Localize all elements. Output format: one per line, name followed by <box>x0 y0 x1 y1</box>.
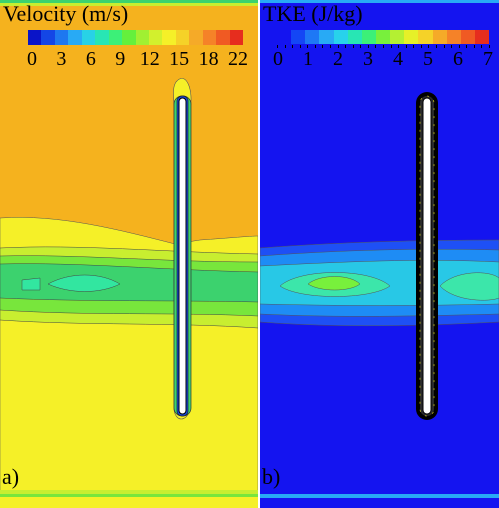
colorbar-segment <box>432 30 447 44</box>
colorbar-segment <box>122 30 136 45</box>
colorbar-segment <box>28 30 42 45</box>
colorbar-tick-label: 18 <box>198 48 219 70</box>
colorbar-minor-tick <box>443 45 445 48</box>
colorbar-segment <box>162 30 176 45</box>
colorbar-tick-label: 5 <box>423 48 433 70</box>
colorbar-minor-tick <box>330 45 331 48</box>
colorbar-minor-tick <box>390 45 392 48</box>
colorbar-minor-tick <box>299 45 301 48</box>
colorbar-segment <box>390 30 405 44</box>
colorbar-minor-tick <box>413 45 415 48</box>
colorbar-segment <box>277 30 292 44</box>
colorbar-segment <box>81 30 96 45</box>
colorbar-segment <box>202 30 217 45</box>
colorbar-minor-tick <box>337 45 339 48</box>
colorbar-minor-tick <box>345 45 347 48</box>
colorbar-minor-tick <box>398 45 400 48</box>
colorbar-segment <box>361 30 376 44</box>
colorbar-minor-tick <box>284 45 286 48</box>
colorbar-segment <box>148 30 163 45</box>
colorbar-tick-label: 3 <box>56 48 67 70</box>
panel-divider <box>258 0 260 508</box>
colorbar-minor-tick <box>307 45 309 48</box>
colorbar-segment <box>108 30 123 45</box>
colorbar-segment <box>404 30 419 44</box>
colorbar-minor-tick <box>451 45 453 48</box>
colorbar-segment <box>319 30 334 44</box>
colorbar-segment <box>375 30 391 44</box>
colorbar-minor-tick <box>489 45 490 48</box>
colorbar-segment <box>68 30 82 45</box>
colorbar-segment <box>229 30 243 45</box>
colorbar-minor-tick <box>292 45 294 48</box>
velocity-contour-field <box>0 0 258 508</box>
colorbar-minor-tick <box>383 45 384 48</box>
colorbar-segment <box>175 30 190 45</box>
colorbar-minor-tick <box>375 45 377 48</box>
colorbar-segment <box>95 30 109 45</box>
velocity-colorbar <box>28 30 243 45</box>
velocity-contour-panel: Velocity (m/s) 0 3 6 9 12 15 18 22 a) <box>0 0 258 508</box>
colorbar-tick-label: 3 <box>363 48 373 70</box>
colorbar-segment <box>189 30 203 45</box>
colorbar-segment <box>54 30 69 45</box>
colorbar-minor-tick <box>473 45 475 48</box>
colorbar-minor-tick <box>466 45 468 48</box>
colorbar-segment <box>460 30 475 44</box>
colorbar-tick-label: 2 <box>333 48 343 70</box>
colorbar-minor-tick <box>405 45 407 48</box>
colorbar-tick-label: 6 <box>85 48 96 70</box>
colorbar-segment <box>305 30 320 44</box>
colorbar-segment <box>418 30 433 44</box>
colorbar-segment <box>333 30 348 44</box>
velocity-legend-title: Velocity (m/s) <box>3 1 129 26</box>
colorbar-minor-tick <box>360 45 362 48</box>
colorbar-tick-label: 1 <box>303 48 313 70</box>
tke-contour-field <box>260 0 499 508</box>
colorbar-tick-label: 0 <box>27 48 37 70</box>
colorbar-minor-tick <box>367 45 369 48</box>
colorbar-tick-label: 15 <box>169 48 190 70</box>
colorbar-tick-label: 0 <box>273 48 283 70</box>
colorbar-segment <box>474 30 490 44</box>
colorbar-minor-tick <box>428 45 430 48</box>
tke-legend-title: TKE (J/kg) <box>263 1 363 26</box>
colorbar-tick-label: 6 <box>453 48 463 70</box>
colorbar-tick-label: 4 <box>393 48 403 70</box>
colorbar-minor-tick <box>277 45 278 48</box>
colorbar-tick-label: 9 <box>115 48 126 70</box>
colorbar-segment <box>135 30 149 45</box>
colorbar-tick-label: 22 <box>228 48 248 70</box>
panel-b-label: b) <box>262 464 281 489</box>
tke-colorbar <box>277 30 490 44</box>
colorbar-minor-tick <box>352 45 354 48</box>
colorbar-tick-label: 12 <box>139 48 160 70</box>
colorbar-minor-tick <box>436 45 437 48</box>
panel-a-label: a) <box>2 464 20 489</box>
colorbar-minor-tick <box>314 45 316 48</box>
colorbar-minor-tick <box>322 45 324 48</box>
colorbar-minor-tick <box>481 45 483 48</box>
colorbar-minor-tick <box>420 45 422 48</box>
colorbar-tick-label: 7 <box>483 48 493 70</box>
colorbar-segment <box>41 30 55 45</box>
colorbar-segment <box>216 30 230 45</box>
colorbar-segment <box>446 30 461 44</box>
colorbar-segment <box>347 30 362 44</box>
tke-colorbar-minor-ticks <box>277 45 490 48</box>
colorbar-minor-tick <box>458 45 460 48</box>
colorbar-segment <box>291 30 306 44</box>
